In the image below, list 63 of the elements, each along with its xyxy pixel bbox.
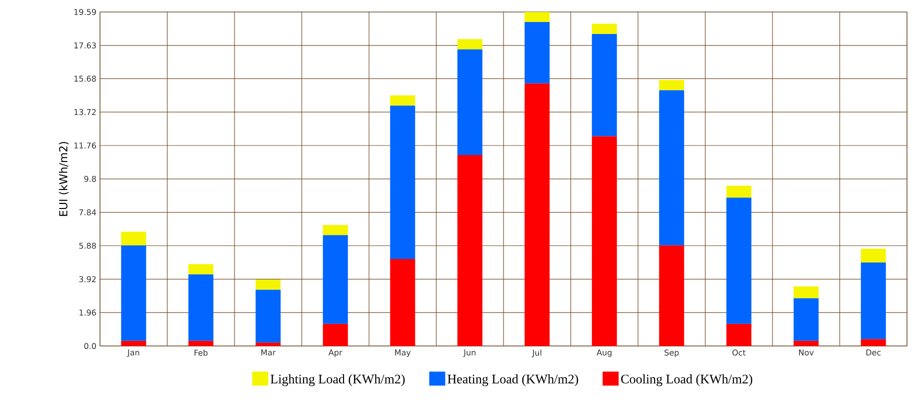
bar: [121, 340, 146, 346]
bar: [256, 342, 281, 346]
bar: [860, 248, 886, 262]
bar: [390, 106, 416, 260]
x-tick-label: Nov: [799, 350, 814, 356]
bar: [592, 24, 617, 34]
y-tick-label: 11.76: [74, 142, 96, 149]
bar: [659, 245, 684, 346]
bar: [794, 286, 819, 298]
y-tick-label: 3.92: [79, 276, 96, 282]
bar: [390, 259, 416, 346]
y-tick-label: 19.59: [74, 8, 96, 16]
bar: [524, 83, 550, 346]
y-tick-label: 9.8: [84, 176, 96, 182]
bar: [457, 39, 482, 50]
y-tick-label: 13.72: [74, 109, 96, 116]
bar: [322, 235, 348, 324]
bar: [794, 298, 819, 341]
bar: [322, 224, 348, 236]
bar: [794, 340, 819, 346]
bar: [524, 12, 550, 22]
bar: [457, 49, 482, 156]
x-tick-label: Oct: [732, 350, 746, 356]
y-tick-label: 17.63: [74, 42, 96, 48]
y-tick-label: 15.68: [74, 76, 96, 82]
bar: [659, 90, 684, 246]
bar: [121, 245, 146, 341]
x-tick-label: Jul: [532, 350, 542, 358]
bar: [592, 34, 617, 136]
x-tick-label: Feb: [194, 350, 208, 356]
x-tick-label: Jan: [127, 350, 140, 357]
bar: [726, 324, 752, 346]
bar: [592, 136, 617, 346]
bar: [860, 339, 886, 346]
y-tick-label: 7.84: [79, 209, 96, 216]
x-tick-label: Sep: [664, 350, 679, 358]
bar: [322, 324, 348, 346]
bar: [121, 232, 146, 246]
bar: [524, 22, 550, 84]
x-tick-label: Jun: [463, 350, 476, 357]
bar: [726, 186, 752, 198]
y-tick-label: 1.96: [80, 310, 96, 316]
y-tick-label: 5.88: [79, 242, 96, 249]
x-tick-label: Dec: [866, 350, 881, 356]
bar: [457, 155, 482, 346]
bar: [390, 95, 416, 106]
x-tick-label: Apr: [328, 350, 342, 358]
legend-label: Lighting Load (KWh/m2): [270, 374, 405, 386]
bar: [188, 340, 214, 346]
y-axis-title: EUI (kWh/m2): [58, 142, 69, 216]
bar: [188, 274, 214, 341]
legend-label: Cooling Load (KWh/m2): [621, 374, 752, 386]
bar: [256, 290, 281, 343]
bar: [659, 80, 684, 90]
x-tick-label: Mar: [261, 350, 276, 356]
bar: [726, 198, 752, 324]
bar: [860, 262, 886, 340]
y-tick-label: 0.0: [84, 342, 96, 350]
bar: [256, 279, 281, 290]
bar: [188, 264, 214, 274]
x-tick-label: Aug: [596, 350, 612, 358]
legend-label: Heating Load (KWh/m2): [448, 374, 578, 386]
x-tick-label: May: [395, 350, 411, 358]
